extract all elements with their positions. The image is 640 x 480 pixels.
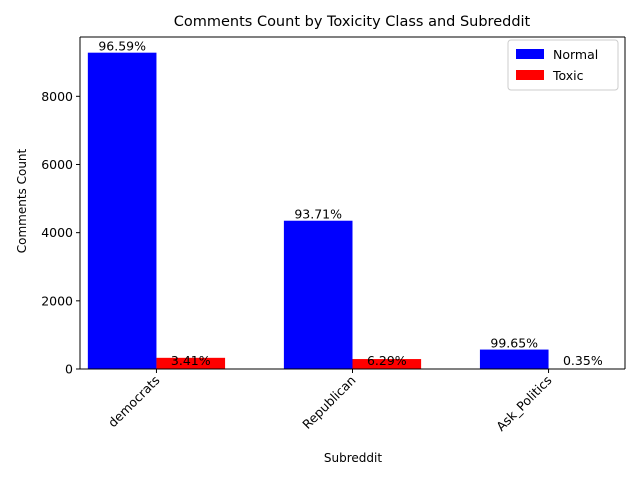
y-tick-label: 2000 [41,293,73,308]
x-axis: democrats Republican Ask_Politics [80,368,625,435]
y-tick-label: 0 [65,362,73,377]
bar-toxic-0 [156,357,226,369]
x-tick-label: Ask_Politics [493,373,555,435]
y-tick-label: 8000 [41,89,73,104]
legend-swatch-normal [516,49,544,59]
x-tick-label: democrats [105,373,163,431]
bar-normal-2 [479,349,549,369]
plot-area: 96.59% 93.71% 99.65% 3.41% 6.29% 0.35% [87,39,618,369]
data-label-toxic-2: 0.35% [563,353,603,368]
y-tick-label: 4000 [41,225,73,240]
bar-normal-1 [283,220,353,369]
legend: Normal Toxic [507,39,619,91]
y-axis-label: Comments Count [15,148,29,253]
chart-title: Comments Count by Toxicity Class and Sub… [174,14,531,30]
bar-normal-0 [87,52,157,369]
data-label-normal-0: 96.59% [98,39,146,54]
x-tick-label: Republican [299,373,358,432]
data-label-toxic-0: 3.41% [171,353,211,368]
y-tick-label: 6000 [41,157,73,172]
data-label-normal-2: 99.65% [490,336,538,351]
data-label-toxic-1: 6.29% [367,353,407,368]
legend-label-normal: Normal [553,47,598,62]
legend-label-toxic: Toxic [552,68,584,83]
legend-swatch-toxic [516,70,544,80]
bar-toxic-1 [352,359,422,369]
data-label-normal-1: 93.71% [294,207,342,222]
x-axis-label: Subreddit [324,451,382,465]
y-axis: 0 2000 4000 6000 8000 [41,36,626,377]
